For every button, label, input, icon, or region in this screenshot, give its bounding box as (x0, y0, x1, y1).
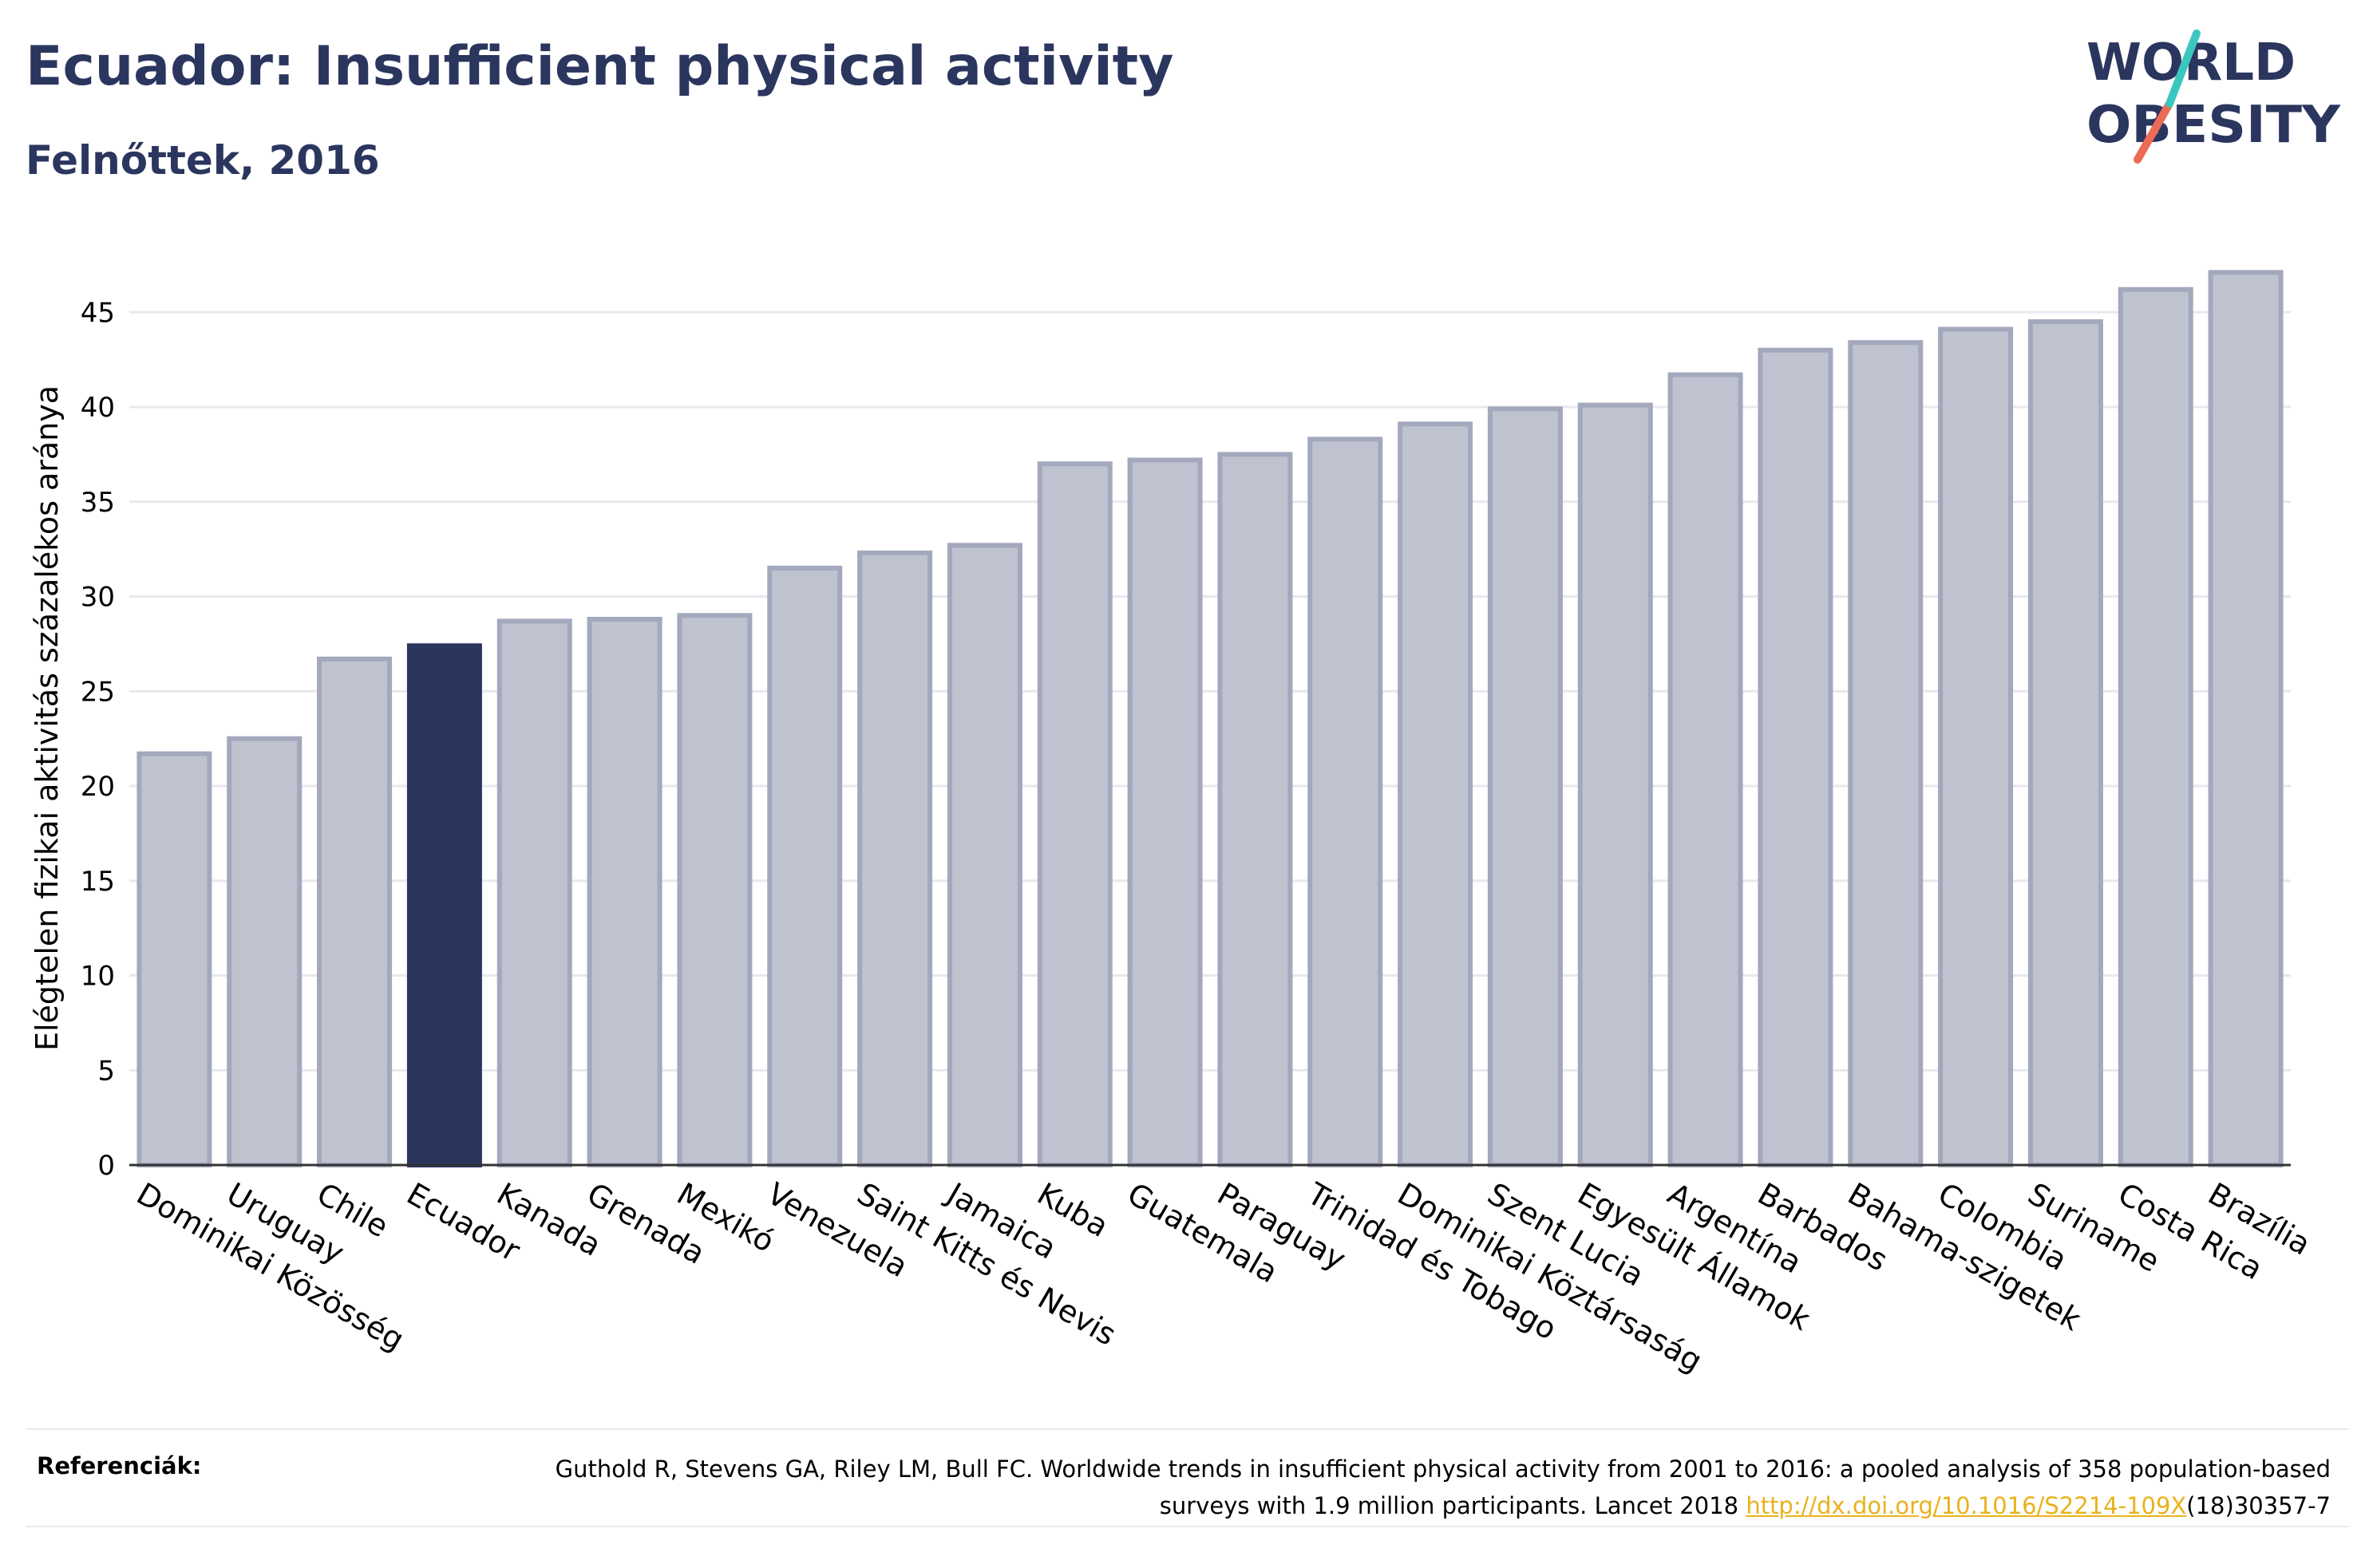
bar-venezuela (767, 565, 843, 1167)
references-doi-link[interactable]: http://dx.doi.org/10.1016/S2214-109X (1746, 1492, 2187, 1519)
bar-jamaica (947, 543, 1022, 1167)
y-tick-label: 0 (97, 1150, 115, 1182)
bar-grenada (587, 617, 662, 1167)
chart-subtitle: Felnőttek, 2016 (26, 137, 380, 184)
bar-kuba (1037, 461, 1113, 1167)
bar-suriname (2027, 319, 2103, 1167)
y-tick-labels: 0 5 10 15 20 25 30 35 40 45 (81, 297, 115, 1182)
references-divider-top (26, 1428, 2348, 1430)
bar-uruguay (227, 736, 303, 1167)
y-tick-label: 25 (81, 676, 115, 708)
bar-dominikai-közösség (136, 751, 212, 1167)
y-tick-label: 45 (81, 297, 115, 329)
bar-ecuador (406, 643, 482, 1167)
y-tick-label: 10 (81, 961, 115, 993)
logo-slash-icon (2134, 100, 2173, 164)
y-tick-label: 30 (81, 582, 115, 614)
bar-costa-rica (2118, 286, 2193, 1167)
references-citation: Guthold R, Stevens GA, Riley LM, Bull FC… (555, 1455, 2331, 1519)
references-divider-bottom (26, 1526, 2348, 1527)
bar-colombia (1938, 326, 2014, 1167)
grid-lines (129, 310, 2291, 1072)
y-tick-label: 35 (81, 487, 115, 519)
world-obesity-logo: WORLD OBESITY (2086, 30, 2341, 164)
bar-barbados (1758, 347, 1833, 1167)
y-tick-label: 20 (81, 771, 115, 803)
bar-saint-kitts-és-nevis (857, 550, 933, 1167)
references-citation-end: (18)30357-7 (2186, 1492, 2331, 1519)
y-tick-label: 40 (81, 392, 115, 424)
bar-guatemala (1127, 457, 1203, 1167)
chart-title: Ecuador: Insufficient physical activity (26, 35, 1174, 98)
bar-trinidad-és-tobago (1307, 436, 1383, 1167)
y-tick-label: 5 (97, 1055, 115, 1087)
bar-szent-lucia (1487, 406, 1563, 1167)
logo-slash-top-icon (2165, 30, 2201, 108)
bar-dominikai-köztársaság (1398, 421, 1473, 1167)
bar-chart: 0 5 10 15 20 25 30 35 40 45 Dominikai KözösségUru… (30, 270, 2316, 1379)
references-label: Referenciák: (37, 1452, 202, 1479)
bar-paraguay (1217, 452, 1293, 1167)
bar-bahama-szigetek (1848, 340, 1924, 1167)
bar-brazília (2208, 270, 2284, 1167)
references-text: Guthold R, Stevens GA, Riley LM, Bull FC… (495, 1451, 2331, 1524)
bars (136, 270, 2284, 1167)
y-axis-label: Elégtelen fizikai aktivitás százalékos a… (30, 385, 65, 1051)
bar-egyesült-államok (1577, 402, 1653, 1167)
bar-argentína (1667, 372, 1743, 1167)
bar-mexikó (677, 613, 753, 1167)
bar-kanada (496, 618, 572, 1167)
y-tick-label: 15 (81, 866, 115, 898)
logo-line2: OBESITY (2086, 96, 2341, 155)
bar-chile (317, 656, 393, 1167)
